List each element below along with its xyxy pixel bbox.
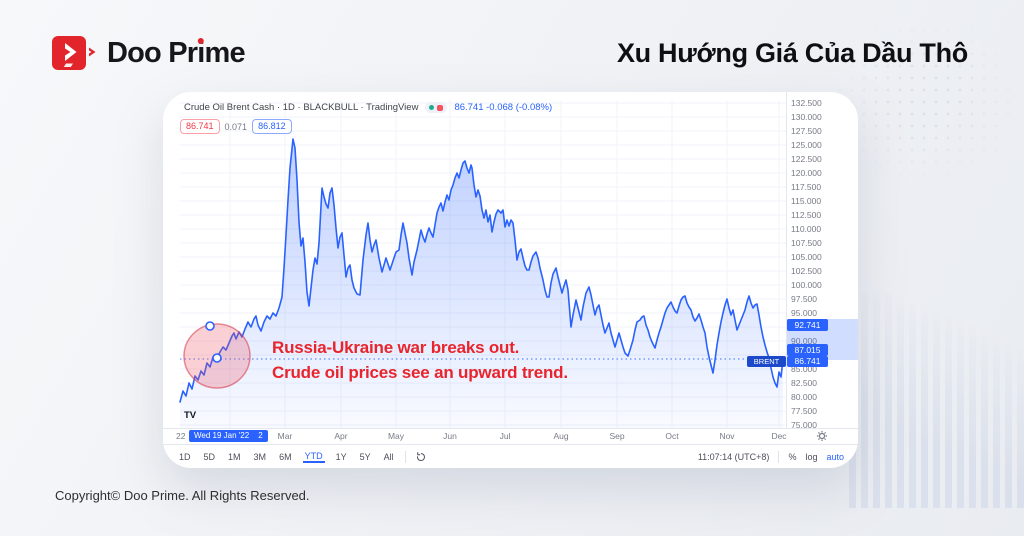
logo-i-dot xyxy=(197,37,205,44)
annotation-line-1: Russia-Ukraine war breaks out. xyxy=(272,338,520,357)
status-dot-red-icon xyxy=(437,104,444,111)
tradingview-chart-card: Crude Oil Brent Cash · 1D · BLACKBULL · … xyxy=(163,92,858,468)
spread-value: 0.071 xyxy=(224,121,248,132)
page-title: Xu Hướng Giá Của Dầu Thô xyxy=(616,38,968,68)
toolbar-separator xyxy=(163,444,858,445)
log-scale-button[interactable]: log xyxy=(805,451,818,462)
bid-price-badge[interactable]: 86.741 xyxy=(180,119,220,134)
price-line xyxy=(179,138,784,403)
month-label-mar: Mar xyxy=(277,431,293,441)
doo-prime-wordmark: Doo Pri me xyxy=(107,37,246,69)
status-dot-green-icon xyxy=(429,105,435,110)
year-edge-label: 22 xyxy=(176,431,186,441)
month-label-may: May xyxy=(387,431,405,441)
background-bars-decoration xyxy=(849,293,1024,508)
ask-price-badge[interactable]: 86.812 xyxy=(252,119,292,134)
time-axis[interactable]: 22 Wed 19 Jan '22 2 Mar Apr May Jun Jul Aug Sep… xyxy=(163,428,858,444)
range-button-3m[interactable]: 3M xyxy=(253,451,267,462)
scale-chip-last-price: 86.741 xyxy=(787,356,828,367)
reset-time-scale-icon[interactable] xyxy=(415,451,427,463)
war-annotation-text: Russia-Ukraine war breaks out. Crude oil… xyxy=(272,335,568,385)
toolbar-divider-right xyxy=(778,450,780,463)
month-label-apr: Apr xyxy=(334,431,348,441)
range-marker-high-dot xyxy=(205,321,215,331)
month-label-oct: Oct xyxy=(665,431,679,441)
crosshair-date-chip: Wed 19 Jan '22 2 xyxy=(189,430,268,442)
price-area-fill xyxy=(180,139,783,428)
range-button-all[interactable]: All xyxy=(383,451,394,462)
annotation-line-2: Crude oil prices see an upward trend. xyxy=(272,363,568,382)
market-status-pill[interactable] xyxy=(425,102,448,113)
doo-prime-logo: Doo Pri me xyxy=(52,36,246,70)
month-label-nov: Nov xyxy=(719,431,735,441)
range-button-5d[interactable]: 5D xyxy=(203,451,216,462)
clock-utc-label[interactable]: 11:07:14 (UTC+8) xyxy=(697,451,770,462)
month-label-dec: Dec xyxy=(771,431,787,441)
range-button-5y[interactable]: 5Y xyxy=(359,451,371,462)
percent-scale-button[interactable]: % xyxy=(788,451,797,462)
range-button-1y[interactable]: 1Y xyxy=(335,451,347,462)
bottom-toolbar: 1D 5D 1M 3M 6M YTD 1Y 5Y All 11:07:14 (UTC+8) % … xyxy=(163,445,858,468)
crosshair-marker-dot xyxy=(212,353,222,363)
time-axis-separator xyxy=(163,428,858,429)
month-label-sep: Sep xyxy=(609,431,625,441)
scale-chip-lower: 87.015 xyxy=(787,344,828,356)
range-button-6m[interactable]: 6M xyxy=(279,451,292,462)
range-button-1m[interactable]: 1M xyxy=(228,451,241,462)
month-label-aug: Aug xyxy=(553,431,569,441)
doo-prime-logo-icon xyxy=(52,36,96,70)
symbol-title[interactable]: Crude Oil Brent Cash · 1D · BLACKBULL · … xyxy=(184,102,419,113)
month-label-jul: Jul xyxy=(499,431,511,441)
month-label-jun: Jun xyxy=(443,431,457,441)
range-button-1d[interactable]: 1D xyxy=(179,451,191,462)
price-chart-canvas[interactable] xyxy=(163,92,858,468)
auto-scale-button[interactable]: auto xyxy=(826,451,844,462)
copyright-text: Copyright© Doo Prime. All Rights Reserve… xyxy=(55,488,310,503)
last-price-and-change: 86.741 -0.068 (-0.08%) xyxy=(454,102,553,113)
price-scale-settings-gear-icon[interactable] xyxy=(816,430,828,442)
scale-chip-symbol: BRENT xyxy=(747,356,786,367)
range-button-ytd[interactable]: YTD xyxy=(302,451,325,463)
tradingview-logo[interactable]: TV xyxy=(184,410,197,421)
toolbar-divider xyxy=(404,450,406,463)
scale-chip-upper: 92.741 xyxy=(787,319,828,331)
price-axis-separator xyxy=(786,92,787,428)
